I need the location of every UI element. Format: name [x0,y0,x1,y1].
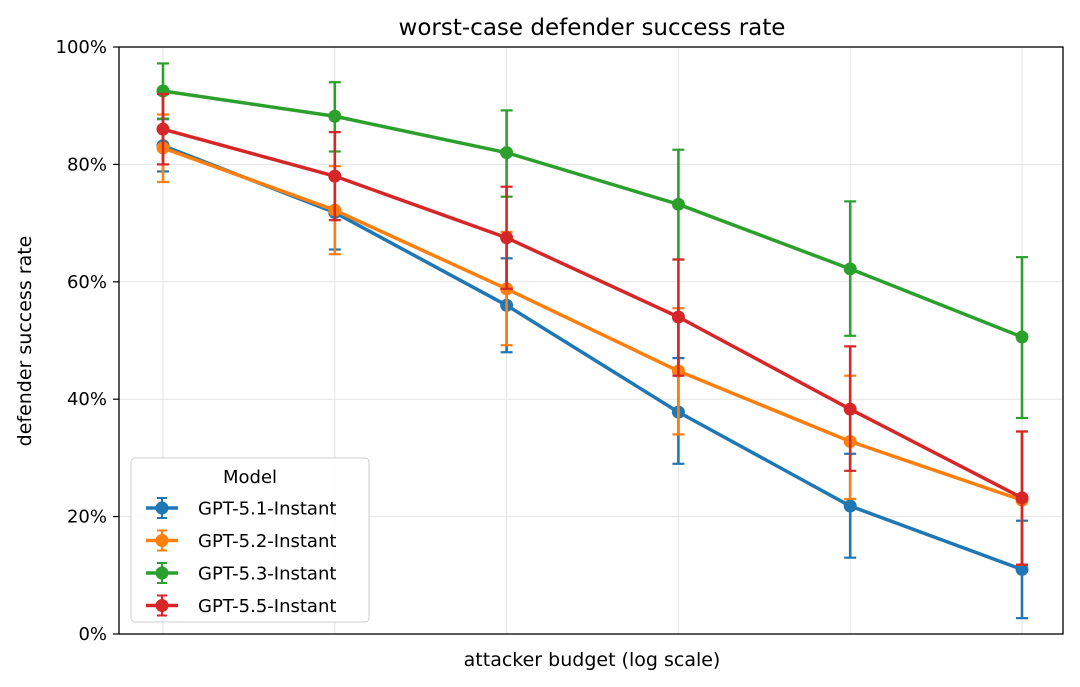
y-tick-label: 20% [67,507,107,528]
legend-label: GPT-5.2-Instant [198,531,336,552]
legend-item: GPT-5.3-Instant [146,562,336,585]
plot-frame [118,46,1064,635]
legend-marker [155,566,169,580]
legend-label: GPT-5.5-Instant [198,596,336,617]
y-axis-ticks: 0% 20% 40% 60% 80% 100% [56,37,119,645]
data-point [843,499,857,513]
series-3 [156,62,1029,420]
series-line [162,146,1023,502]
y-axis-label: defender success rate [14,236,36,447]
y-tick-label: 100% [56,37,107,58]
data-point [500,231,514,245]
data-point [1015,562,1029,576]
data-point [1015,330,1029,344]
data-point [843,262,857,276]
data-point [671,197,685,211]
y-tick-label: 0% [78,624,107,645]
legend-marker [155,501,169,515]
data-point [843,402,857,416]
legend-marker [155,534,169,547]
data-point [328,109,342,123]
chart-title: worst-case defender success rate [399,15,786,41]
series-line [162,89,1023,339]
series-4 [156,92,1029,566]
legend-box [130,457,370,623]
legend-items: GPT-5.1-Instant GPT-5.2-Instant GPT-5.3-In… [146,497,336,617]
x-axis-label: attacker budget (log scale) [464,649,721,671]
legend-label: GPT-5.1-Instant [198,499,336,520]
legend: Model GPT-5.1-InstantGPT-5.2-InstantGPT-… [130,457,370,623]
data-point [1015,491,1029,505]
data-point [500,146,514,160]
legend-marker [155,599,169,612]
plot-series [156,62,1029,620]
y-tick-label: 60% [67,272,107,293]
legend-item: GPT-5.2-Instant [146,529,336,552]
y-tick-label: 80% [67,154,107,175]
series-line [162,127,1023,500]
y-tick-label: 40% [67,389,107,410]
legend-item: GPT-5.1-Instant [146,497,336,520]
data-point [328,169,342,183]
legend-item: GPT-5.5-Instant [146,594,336,617]
data-point [156,122,170,136]
data-point [671,310,685,324]
legend-title: Model [223,467,277,488]
legend-label: GPT-5.3-Instant [198,564,336,585]
